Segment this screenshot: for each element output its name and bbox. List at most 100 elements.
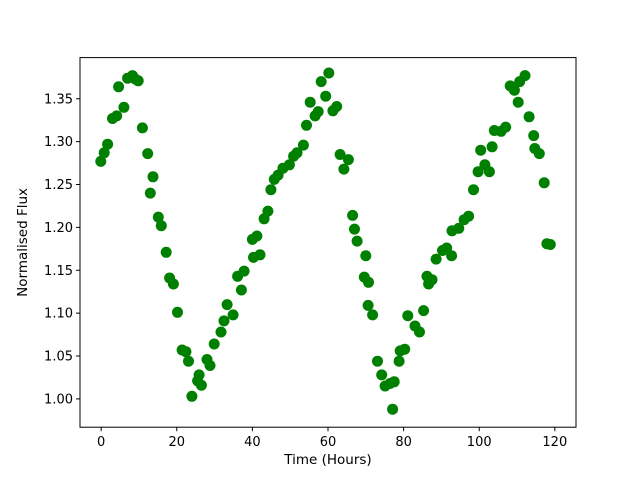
- scatter-point: [113, 81, 125, 93]
- y-tick-label: 1.20: [44, 221, 73, 236]
- y-tick-label: 1.35: [44, 92, 73, 107]
- scatter-point: [215, 326, 227, 338]
- scatter-point: [388, 376, 400, 388]
- x-tick-label: 80: [395, 435, 412, 450]
- scatter-point: [323, 67, 335, 79]
- scatter-point: [172, 306, 183, 318]
- scatter-point: [414, 326, 425, 338]
- data-points: [95, 67, 556, 415]
- scatter-point: [304, 96, 316, 108]
- x-tick-label: 40: [244, 435, 261, 450]
- scatter-point: [218, 315, 230, 327]
- scatter-point: [118, 101, 130, 113]
- scatter-point: [147, 171, 159, 183]
- scatter-point: [136, 122, 148, 134]
- scatter-point: [512, 96, 524, 108]
- x-tick-label: 20: [169, 435, 186, 450]
- x-tick-label: 0: [97, 435, 105, 450]
- scatter-point: [144, 187, 156, 199]
- scatter-point: [142, 148, 154, 160]
- x-axis-label: Time (Hours): [283, 452, 371, 468]
- x-tick-label: 120: [542, 435, 567, 450]
- scatter-point: [235, 284, 247, 296]
- scatter-point: [430, 253, 442, 265]
- scatter-point: [254, 249, 266, 261]
- scatter-point: [453, 222, 465, 234]
- y-tick-label: 1.15: [44, 264, 73, 279]
- scatter-point: [544, 239, 556, 250]
- scatter-point: [155, 220, 167, 232]
- scatter-point: [167, 278, 179, 290]
- scatter-point: [265, 184, 277, 196]
- scatter-point: [360, 250, 372, 262]
- scatter-point: [227, 309, 239, 321]
- scatter-point: [463, 210, 475, 222]
- scatter-point: [472, 166, 484, 178]
- scatter-point: [533, 148, 545, 160]
- scatter-point: [538, 177, 550, 189]
- scatter-point: [251, 230, 263, 242]
- scatter-point: [338, 163, 350, 175]
- y-tick-label: 1.25: [44, 178, 73, 193]
- scatter-point: [320, 90, 332, 102]
- scatter-point: [342, 154, 354, 166]
- scatter-point: [180, 346, 192, 358]
- scatter-point: [362, 299, 374, 311]
- scatter-point: [221, 299, 233, 311]
- scatter-point: [523, 111, 535, 123]
- scatter-point: [193, 369, 205, 381]
- scatter-point: [283, 159, 295, 171]
- y-axis-label: Normalised Flux: [15, 188, 31, 297]
- scatter-point: [351, 235, 363, 247]
- scatter-point: [152, 211, 164, 223]
- x-tick-label: 60: [320, 435, 337, 450]
- y-tick-label: 1.00: [44, 392, 73, 407]
- scatter-point: [262, 205, 274, 217]
- scatter-point: [508, 84, 520, 96]
- scatter-point: [98, 147, 110, 159]
- scatter-point: [132, 75, 144, 87]
- scatter-point: [301, 119, 312, 131]
- y-tick-label: 1.05: [44, 350, 73, 365]
- scatter-point: [402, 310, 414, 322]
- y-tick-label: 1.10: [44, 307, 73, 322]
- scatter-point: [183, 355, 194, 367]
- scatter-point: [367, 309, 379, 321]
- scatter-point: [446, 250, 458, 262]
- scatter-point: [208, 338, 220, 350]
- scatter-point: [500, 121, 512, 133]
- scatter-point: [186, 390, 198, 402]
- scatter-point: [312, 106, 324, 118]
- scatter-point: [349, 223, 360, 235]
- scatter-point: [95, 155, 107, 167]
- scatter-point: [372, 355, 383, 367]
- scatter-point: [418, 305, 430, 317]
- scatter-point: [291, 147, 303, 159]
- scatter-point: [331, 101, 343, 112]
- scatter-point: [399, 343, 411, 355]
- scatter-point: [238, 265, 250, 277]
- scatter-point: [204, 360, 216, 371]
- scatter-point: [347, 209, 359, 221]
- scatter-point: [334, 149, 346, 160]
- scatter-point: [486, 141, 498, 153]
- scatter-point: [387, 403, 399, 415]
- axis-ticks: 0 20 40 60 80 100 120 1.00 1.05 1.10 1.15 1.20 1.25 1…: [44, 92, 567, 450]
- y-tick-label: 1.30: [44, 135, 73, 150]
- scatter-point: [528, 130, 540, 142]
- scatter-point: [483, 166, 495, 178]
- scatter-point: [426, 274, 438, 286]
- scatter-point: [393, 355, 405, 367]
- scatter-point: [160, 246, 172, 258]
- scatter-point: [195, 379, 207, 391]
- scatter-point: [519, 70, 531, 82]
- x-tick-label: 100: [467, 435, 492, 450]
- scatter-point: [111, 110, 123, 122]
- scatter-point: [297, 139, 309, 151]
- scatter-point: [376, 369, 388, 381]
- scatter-point: [363, 276, 374, 288]
- scatter-point: [468, 184, 479, 196]
- scatter-point: [102, 138, 114, 150]
